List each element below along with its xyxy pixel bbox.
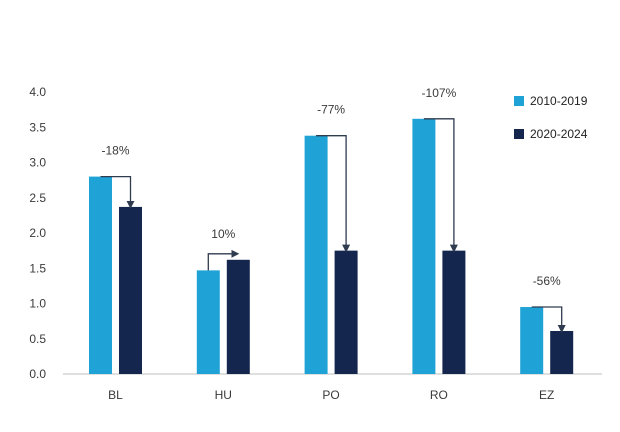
y-tick-label: 3.0 (29, 156, 46, 170)
change-arrow-ro (423, 118, 458, 253)
y-tick-label: 3.5 (29, 120, 46, 134)
bar-hu-series-1 (196, 270, 220, 374)
legend-swatch-2 (514, 129, 524, 139)
bar-po-series-2 (334, 250, 358, 374)
legend: 2010-2019 2020-2024 (514, 94, 588, 141)
change-arrow-bl (100, 175, 135, 209)
y-tick-label: 0.5 (29, 332, 46, 346)
legend-label-1: 2010-2019 (530, 94, 588, 108)
legend-swatch-1 (514, 96, 524, 106)
x-tick-label-ro: RO (430, 388, 448, 402)
change-arrow-hu (207, 249, 240, 271)
bars (89, 118, 574, 374)
bar-ro-series-1 (412, 118, 436, 374)
annotation-ro: -107% (422, 86, 457, 100)
y-tick-label: 4.0 (29, 85, 46, 99)
y-axis-ticks: 0.0 0.5 1.0 1.5 2.0 2.5 3.0 3.5 4.0 (29, 85, 46, 381)
bar-ez-series-2 (550, 330, 574, 374)
x-tick-label-po: PO (322, 388, 339, 402)
change-arrow-ez (531, 306, 566, 333)
bar-hu-series-2 (226, 259, 250, 374)
annotation-ez: -56% (533, 274, 561, 288)
y-tick-label: 1.0 (29, 297, 46, 311)
bar-ez-series-1 (520, 307, 544, 374)
change-annotations: -18% 10% -77% -107% -56% (101, 86, 561, 288)
change-arrow-po (316, 135, 351, 253)
legend-label-2: 2020-2024 (530, 127, 588, 141)
y-tick-label: 0.0 (29, 367, 46, 381)
y-tick-label: 2.5 (29, 191, 46, 205)
annotation-bl: -18% (101, 144, 129, 158)
x-axis-categories: BL HU PO RO EZ (108, 388, 554, 402)
bar-ro-series-2 (442, 250, 466, 374)
x-tick-label-hu: HU (215, 388, 232, 402)
bar-bl-series-1 (89, 176, 112, 374)
x-tick-label-ez: EZ (539, 388, 554, 402)
x-tick-label-bl: BL (108, 388, 123, 402)
bar-bl-series-2 (119, 206, 142, 374)
bar-po-series-1 (304, 135, 328, 374)
annotation-po: -77% (317, 103, 345, 117)
annotation-hu: 10% (211, 227, 235, 241)
y-tick-label: 2.0 (29, 226, 46, 240)
y-tick-label: 1.5 (29, 261, 46, 275)
change-arrows (100, 118, 566, 333)
